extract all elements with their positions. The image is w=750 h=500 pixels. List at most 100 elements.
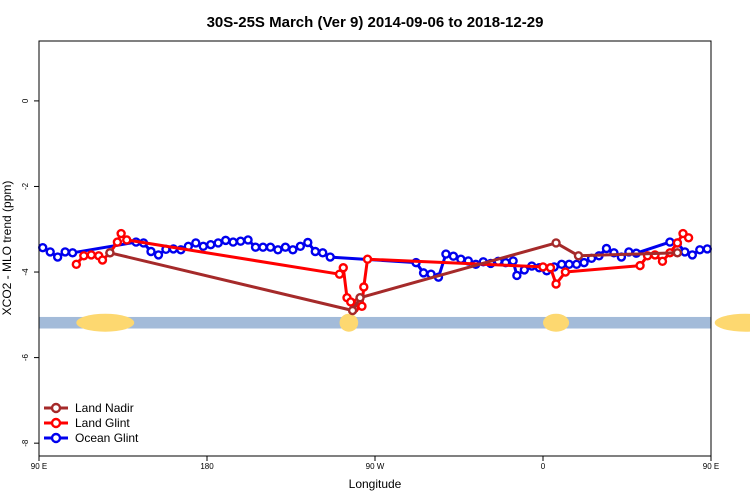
legend-item-land-glint: Land Glint (44, 416, 130, 430)
data-point (52, 252, 63, 262)
data-point (564, 259, 574, 270)
data-point (273, 245, 283, 255)
data-point (303, 237, 313, 248)
y-tick-label: -6 (21, 353, 30, 361)
data-point (601, 243, 612, 254)
data-point (295, 241, 306, 252)
data-point (347, 305, 358, 316)
series-line-land-nadir (109, 241, 678, 312)
data-point (355, 293, 365, 303)
data-point (38, 242, 48, 253)
data-point (122, 235, 132, 245)
chart-title: 30S-25S March (Ver 9) 2014-09-06 to 2018… (207, 14, 544, 31)
series-layer (38, 228, 712, 316)
data-point (672, 238, 683, 248)
x-tick-label: 90 W (366, 462, 385, 471)
data-point (206, 239, 216, 250)
data-point (220, 235, 231, 246)
data-point (105, 248, 115, 258)
y-tick-label: 0 (21, 98, 30, 103)
legend-label: Land Glint (75, 416, 130, 430)
data-point (280, 242, 291, 252)
data-point (571, 259, 582, 270)
y-axis: 0 -2 -4 -6 -8 (21, 98, 39, 447)
legend-label: Ocean Glint (75, 431, 139, 445)
x-tick-label: 0 (541, 462, 546, 471)
data-point (672, 248, 683, 258)
data-point (665, 237, 675, 247)
land-segment (76, 313, 135, 332)
data-point (258, 242, 268, 252)
legend-marker (50, 417, 62, 429)
data-point (153, 250, 164, 260)
data-point (79, 251, 89, 261)
data-point (545, 263, 556, 273)
data-point (310, 246, 320, 257)
data-point (334, 269, 345, 279)
data-point (683, 233, 694, 243)
data-point (680, 247, 690, 257)
data-point (538, 262, 548, 272)
data-point (191, 238, 201, 248)
data-point (512, 270, 522, 281)
data-point (657, 256, 668, 267)
x-axis: 90 E 180 90 W 0 90 E (31, 456, 719, 471)
data-point (448, 251, 459, 261)
data-point (71, 259, 82, 270)
surface-band (39, 313, 750, 332)
data-point (687, 250, 698, 260)
data-point (265, 242, 276, 252)
data-point (579, 257, 589, 268)
data-point (228, 237, 238, 247)
y-tick-label: -8 (21, 439, 30, 447)
data-point (551, 238, 561, 248)
x-tick-label: 90 E (31, 462, 47, 471)
data-point (456, 254, 466, 264)
data-point (116, 228, 126, 239)
data-point (97, 255, 108, 265)
y-tick-label: -4 (21, 268, 30, 276)
data-point (560, 267, 571, 277)
data-point (441, 249, 451, 259)
data-point (60, 247, 70, 257)
land-segment (339, 313, 359, 332)
data-point (288, 245, 298, 255)
legend-label: Land Nadir (75, 401, 134, 415)
data-point (702, 244, 712, 254)
legend-item-ocean-glint: Ocean Glint (44, 431, 139, 445)
land-segment (714, 313, 750, 332)
data-point (573, 251, 584, 261)
legend-marker (50, 432, 62, 444)
series-land-nadir (105, 238, 683, 316)
data-point (86, 250, 96, 260)
data-point (556, 259, 567, 270)
y-tick-label: -2 (21, 182, 30, 190)
series-line-land-glint (75, 232, 690, 310)
data-point (362, 254, 373, 264)
legend-item-land-nadir: Land Nadir (44, 401, 134, 415)
data-point (45, 247, 55, 257)
data-point (359, 282, 369, 292)
data-point (213, 238, 223, 248)
data-point (695, 245, 705, 255)
data-point (243, 235, 253, 245)
data-point (198, 241, 208, 252)
land-segment (543, 313, 570, 332)
data-point (551, 279, 561, 289)
data-point (235, 236, 246, 246)
data-point (418, 268, 429, 278)
data-point (67, 248, 78, 258)
data-point (357, 301, 367, 311)
ocean-band (39, 316, 711, 329)
data-point (508, 256, 518, 266)
legend-marker (50, 402, 62, 414)
data-point (635, 260, 645, 271)
x-axis-label: Longitude (349, 477, 402, 491)
data-point (146, 246, 156, 257)
data-point (112, 237, 123, 247)
y-axis-label: XCO2 - MLO trend (ppm) (0, 181, 14, 316)
series-land-glint (71, 228, 694, 314)
data-point (338, 263, 348, 273)
